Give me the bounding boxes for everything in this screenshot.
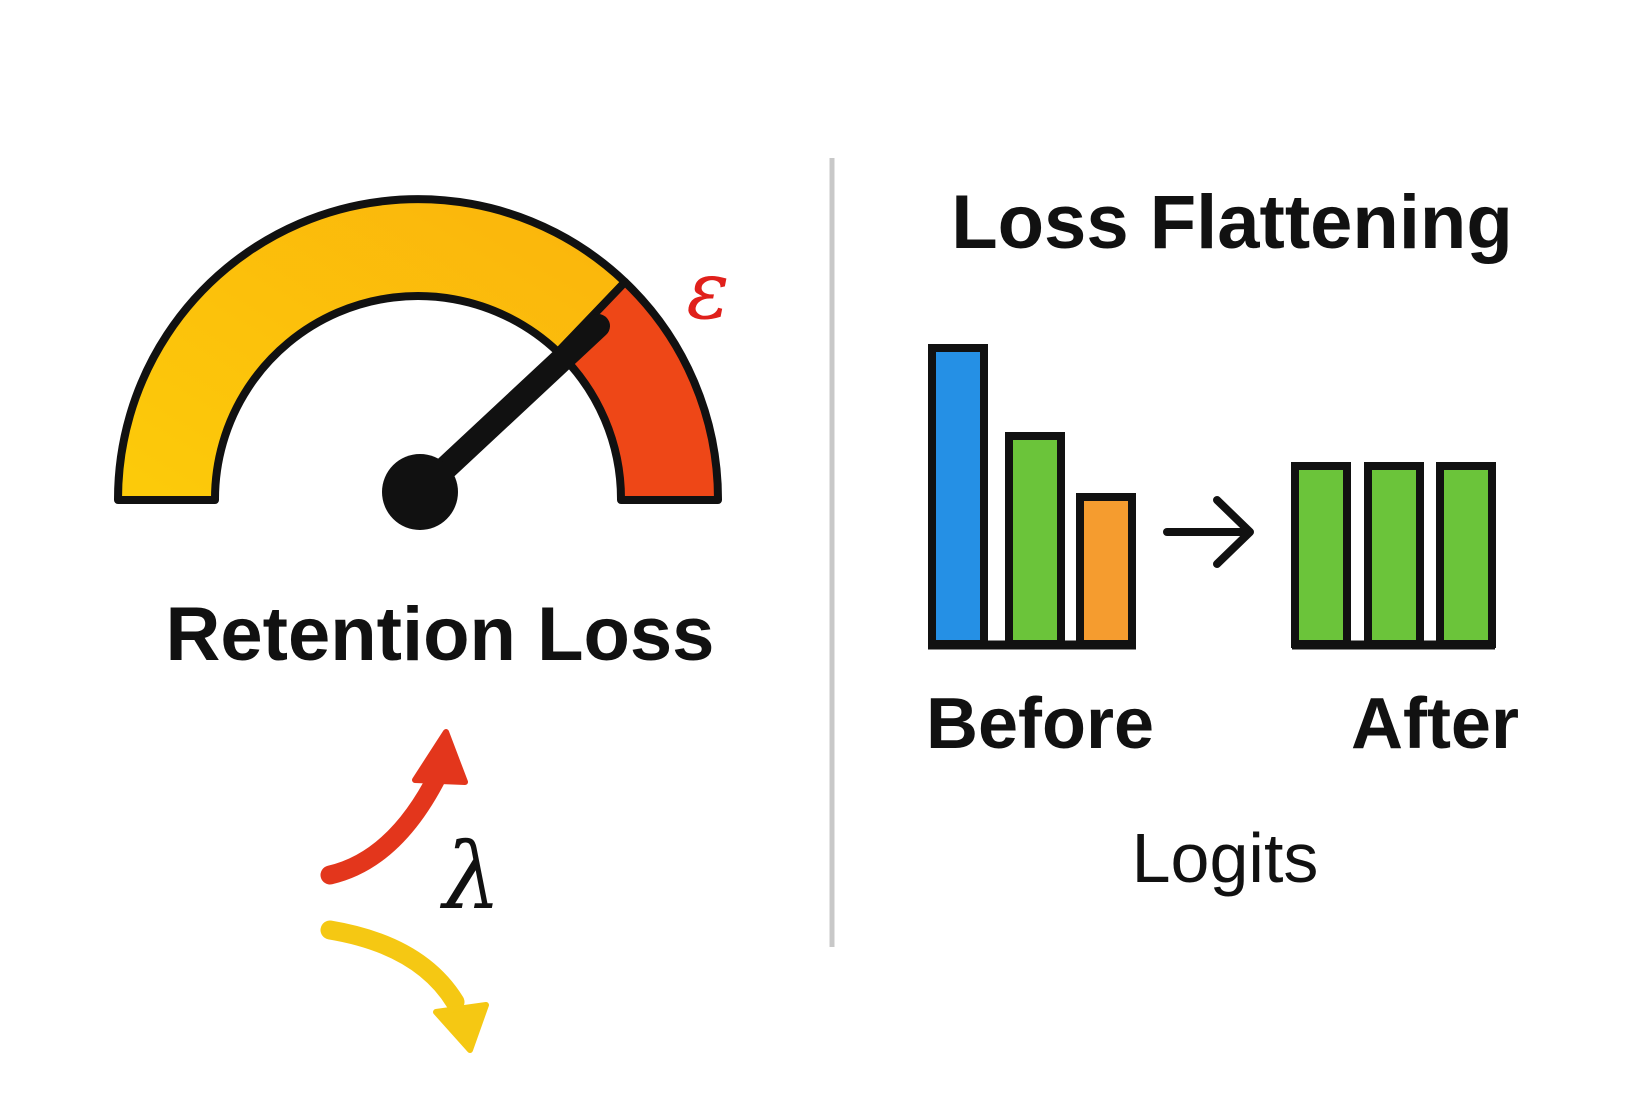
loss-flattening-panel: Loss Flattening Before After Logits — [926, 180, 1519, 897]
gauge-needle — [408, 314, 610, 504]
speedometer-icon — [113, 195, 723, 530]
before-bar-2 — [1005, 432, 1065, 648]
logits-caption: Logits — [1132, 819, 1319, 897]
after-bar-3 — [1436, 462, 1496, 648]
after-bar-1 — [1291, 462, 1351, 648]
retention-loss-panel: ε Retention Loss λ — [113, 195, 730, 1053]
curved-down-arrow-icon — [320, 920, 489, 1053]
gauge-safe-band — [113, 195, 629, 504]
curved-up-arrow-icon — [320, 729, 468, 885]
after-bar-2 — [1364, 462, 1424, 648]
after-label: After — [1351, 684, 1519, 764]
before-bar-group — [928, 344, 1136, 650]
epsilon-threshold-symbol: ε — [687, 244, 730, 337]
before-bar-1 — [928, 344, 988, 648]
loss-flattening-title: Loss Flattening — [951, 180, 1513, 265]
retention-loss-title: Retention Loss — [166, 592, 715, 677]
gauge-needle-hub — [382, 454, 458, 530]
right-arrow-icon — [1163, 496, 1254, 568]
lambda-weight-symbol: λ — [439, 823, 501, 930]
before-label: Before — [926, 684, 1154, 764]
before-bar-3 — [1076, 493, 1136, 648]
after-bar-group — [1291, 462, 1496, 650]
